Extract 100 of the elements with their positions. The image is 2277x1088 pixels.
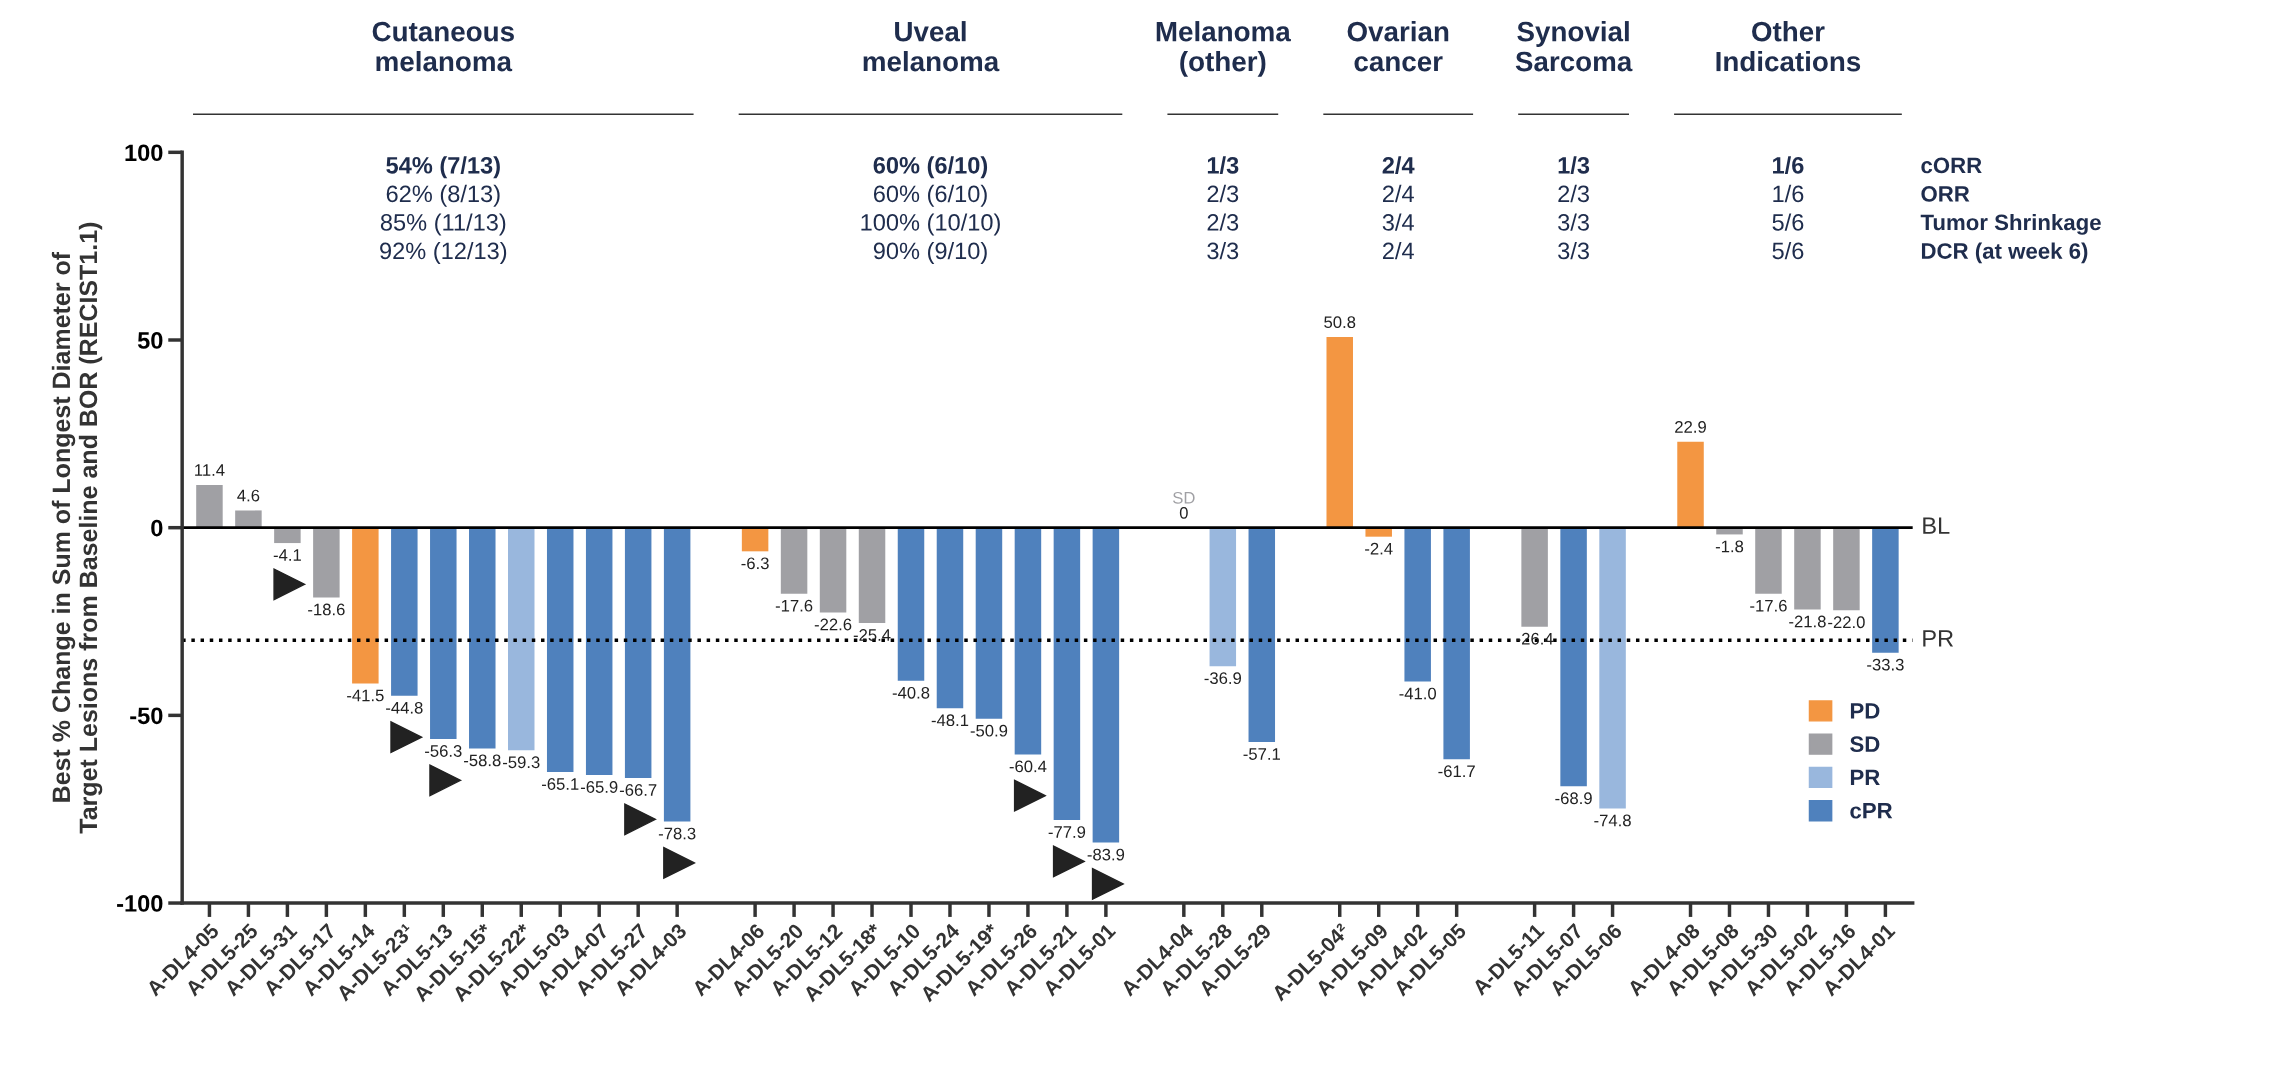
text: DCR (at week 6): [1921, 242, 2088, 264]
data-label: -68.9: [1555, 792, 1592, 805]
y-tick-label: 50: [137, 332, 163, 349]
annotation: 85% (11/13): [380, 213, 506, 236]
data-label: 11.4: [195, 464, 225, 476]
annotation: 2/4: [1382, 241, 1414, 260]
data-label: -78.3: [658, 827, 696, 840]
data-label: 22.9: [1675, 421, 1706, 433]
bar: [313, 527, 340, 598]
bar: [1794, 527, 1821, 610]
data-label: -41.0: [1399, 687, 1437, 700]
annotation: 3/3: [1207, 241, 1239, 260]
data-label: -74.8: [1594, 814, 1631, 827]
data-label: -50.9: [970, 724, 1008, 737]
bar: [819, 527, 847, 613]
bar: [1326, 337, 1353, 528]
bar: [897, 527, 925, 681]
text: Melanoma (other): [1156, 21, 1291, 77]
bar: [1677, 441, 1704, 528]
annotation: 2/4: [1382, 184, 1414, 203]
annotation: 90% (9/10): [873, 241, 987, 264]
annotation: 54% (7/13): [386, 156, 500, 179]
data-label: -22.0: [1828, 616, 1865, 629]
text: Tumor Shrinkage: [1920, 213, 2101, 235]
data-label: -60.4: [1009, 760, 1047, 773]
annotation: 1/3: [1207, 156, 1239, 174]
bar: [1833, 527, 1860, 611]
data-label: -18.6: [308, 603, 345, 616]
bar: [1599, 527, 1626, 809]
bar: [1248, 527, 1276, 743]
data-label: -65.9: [580, 781, 618, 793]
bar: [1521, 527, 1548, 627]
annotation: 100% (10/10): [861, 213, 1000, 236]
bar: [1872, 527, 1899, 653]
y-axis-title: Best % Change in Sum of Longest Diameter of Target Lesions from Baseline and BOR (RECIST1.1): [51, 222, 103, 834]
data-label: -17.6: [775, 599, 813, 612]
bar: [1404, 527, 1431, 682]
bar: [1092, 527, 1120, 843]
data-label: -1.8: [1715, 540, 1744, 553]
annotation: 2/4: [1382, 156, 1415, 174]
text: cORR: [1921, 157, 1982, 174]
annotation: 2/3: [1558, 184, 1589, 203]
annotation: 60% (6/10): [873, 184, 987, 207]
legend-label: PR: [1850, 769, 1880, 786]
bar: [508, 527, 535, 751]
data-label: 0: [1179, 506, 1188, 519]
bar: [430, 527, 457, 740]
data-label: -41.5: [347, 689, 384, 702]
data-label: -2.4: [1365, 542, 1393, 555]
data-label: -56.3: [425, 745, 462, 757]
data-label: -22.6: [814, 618, 852, 631]
y-tick-label: -100: [117, 895, 163, 912]
y-tick-label: -50: [130, 707, 163, 725]
data-label: -17.6: [1750, 599, 1787, 612]
data-label: -57.1: [1243, 748, 1280, 760]
bar: [624, 527, 652, 779]
annotation: 1/3: [1558, 156, 1590, 174]
bar: [1755, 527, 1782, 594]
data-label: -83.9: [1087, 848, 1125, 861]
annotation: 3/4: [1382, 213, 1414, 231]
text: Synovial Sarcoma: [1515, 21, 1633, 72]
bar: [780, 527, 808, 594]
annotation: SD: [1173, 491, 1195, 504]
data-label: -6.3: [741, 557, 769, 570]
annotation: 2/3: [1207, 213, 1239, 231]
legend-label: SD: [1850, 736, 1880, 753]
bar: [975, 527, 1003, 719]
data-label: -26.4: [1516, 632, 1554, 645]
data-label: -25.4: [853, 629, 891, 641]
annotation: 5/6: [1772, 241, 1804, 260]
y-tick-label: 100: [125, 144, 163, 162]
data-label: -40.8: [892, 686, 930, 699]
data-label: 4.6: [237, 489, 260, 502]
bar: [546, 527, 574, 773]
data-label: -66.7: [619, 784, 657, 796]
ref-line-label: PR: [1923, 630, 1954, 647]
bar: [663, 527, 691, 822]
bar: [352, 527, 379, 684]
data-label: -48.1: [931, 714, 969, 727]
data-label: -61.7: [1438, 765, 1475, 778]
y-tick-label: 0: [151, 519, 163, 537]
bar: [1443, 527, 1470, 760]
data-label: -77.9: [1048, 826, 1086, 838]
data-label: -36.9: [1204, 672, 1242, 685]
bar: [196, 484, 223, 528]
text: Uveal melanoma: [863, 21, 1000, 72]
annotation: 1/6: [1773, 184, 1804, 203]
bar: [391, 527, 418, 696]
annotation: 3/3: [1558, 241, 1589, 260]
text: Other Indications: [1716, 21, 1861, 72]
bar: [858, 527, 886, 624]
legend-label: PD: [1850, 703, 1880, 719]
annotation: 2/3: [1207, 184, 1239, 203]
legend-label: cPR: [1850, 803, 1893, 819]
data-label: -58.8: [464, 754, 501, 767]
bar: [1560, 527, 1587, 787]
annotation: 1/6: [1773, 156, 1804, 174]
bar: [741, 527, 769, 552]
data-label: -65.1: [541, 778, 579, 790]
text: Cutaneous melanoma: [372, 21, 514, 72]
